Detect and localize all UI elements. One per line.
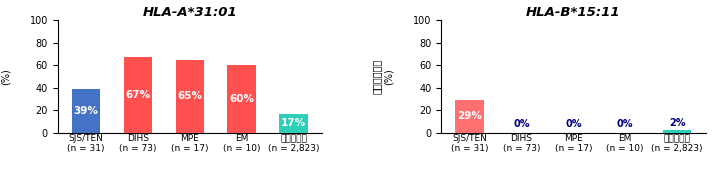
Bar bbox=[228, 65, 256, 133]
Text: 29%: 29% bbox=[457, 111, 482, 121]
Bar bbox=[279, 114, 308, 133]
Text: 2%: 2% bbox=[669, 118, 685, 128]
Bar bbox=[124, 57, 152, 133]
Text: 39%: 39% bbox=[73, 106, 99, 116]
Bar bbox=[455, 100, 484, 133]
Title: HLA-B*15:11: HLA-B*15:11 bbox=[526, 6, 621, 19]
Bar bbox=[72, 89, 100, 133]
Title: HLA-A*31:01: HLA-A*31:01 bbox=[143, 6, 237, 19]
Text: アレル保有率
(%): アレル保有率 (%) bbox=[372, 59, 394, 94]
Text: 0%: 0% bbox=[513, 119, 530, 129]
Text: 0%: 0% bbox=[617, 119, 634, 129]
Text: 65%: 65% bbox=[177, 91, 202, 101]
Text: 67%: 67% bbox=[125, 90, 150, 100]
Text: 17%: 17% bbox=[281, 118, 306, 128]
Text: 60%: 60% bbox=[229, 94, 254, 104]
Bar bbox=[176, 60, 204, 133]
Text: アレル保有率
(%): アレル保有率 (%) bbox=[0, 59, 10, 94]
Bar bbox=[663, 130, 691, 133]
Text: 0%: 0% bbox=[565, 119, 582, 129]
